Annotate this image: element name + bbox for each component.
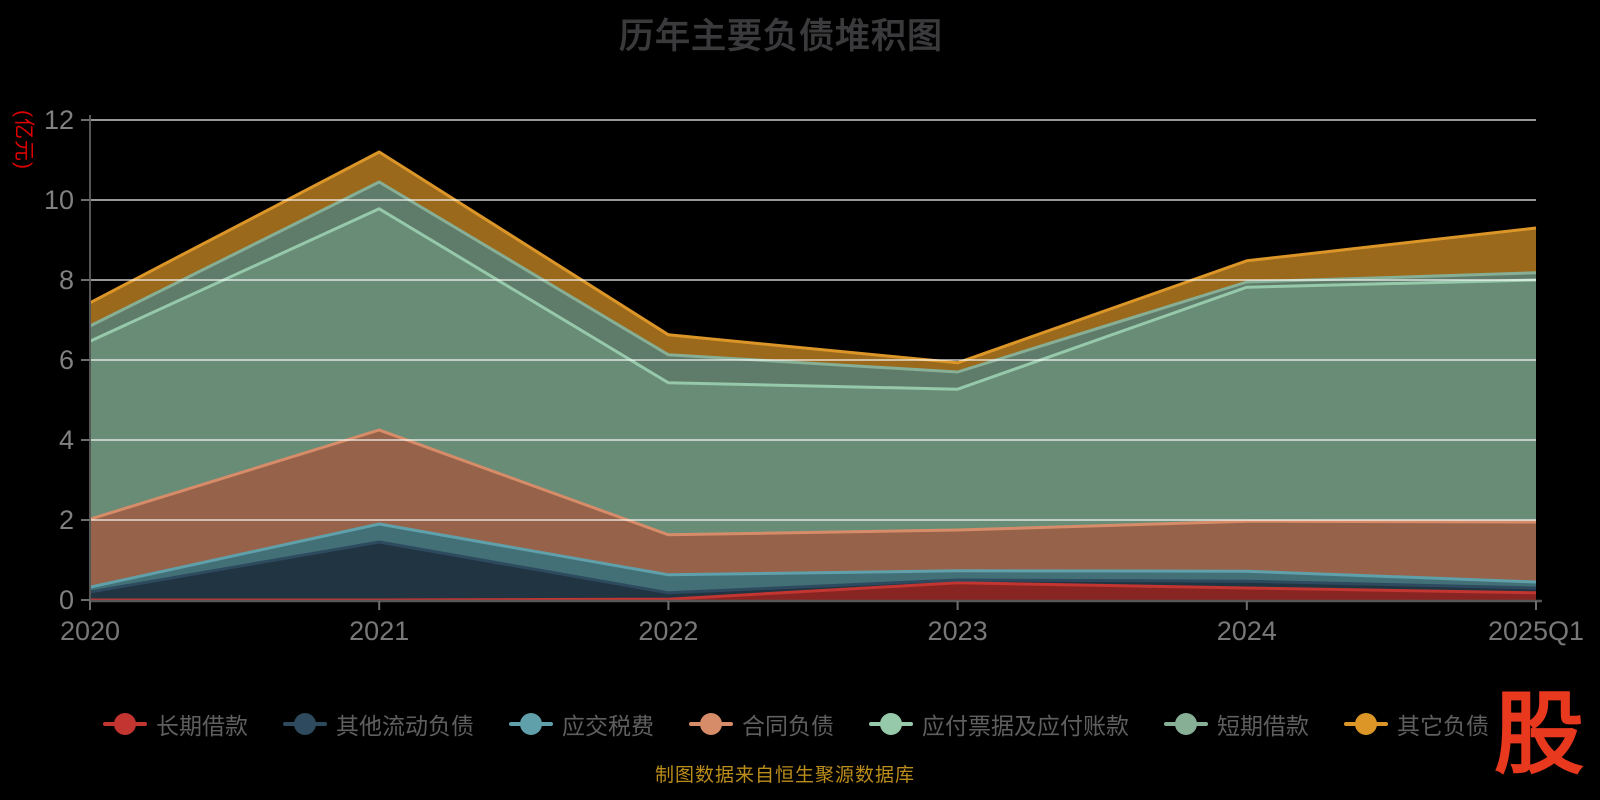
line-other-liabilities (89, 150, 1537, 365)
line-contract-liabilities (89, 428, 1537, 537)
area-taxes-payable (90, 524, 1536, 593)
legend-dot-icon (1175, 713, 1197, 735)
chart-title: 历年主要负债堆积图 (618, 17, 943, 56)
legend-item-short-term-borrowings[interactable]: 短期借款 (1164, 707, 1309, 741)
legend-marker-icon (1164, 713, 1208, 735)
legend-item-taxes-payable[interactable]: 应交税费 (509, 707, 654, 741)
legend-marker-icon (869, 713, 913, 735)
legend-item-label: 其他流动负债 (336, 713, 474, 739)
line-taxes-payable (89, 522, 1537, 589)
y-tick-label: 2 (59, 505, 74, 535)
area-other-liabilities (90, 152, 1536, 372)
line-other-current-liabilities (89, 540, 1537, 595)
line-notes-accounts-payable (89, 207, 1537, 391)
legend-item-label: 应付票据及应付账款 (922, 713, 1129, 739)
data-source-note: 制图数据来自恒生聚源数据库 (654, 765, 915, 786)
area-short-term-borrowings (90, 182, 1536, 390)
brand-logo: 股 (1494, 685, 1584, 785)
area-contract-liabilities (90, 430, 1536, 588)
legend-item-label: 合同负债 (742, 713, 834, 739)
legend: 长期借款 其他流动负债 应交税费 合同负债 应付票据及应付账款 短期借款 其它负债 (103, 707, 1489, 741)
y-tick-label: 6 (59, 345, 74, 375)
x-tick-label: 2023 (928, 616, 988, 646)
legend-marker-icon (283, 713, 327, 735)
legend-item-notes-accounts-payable[interactable]: 应付票据及应付账款 (869, 707, 1129, 741)
y-tick-label: 12 (44, 105, 74, 135)
legend-marker-icon (509, 713, 553, 735)
legend-marker-icon (103, 713, 147, 735)
x-tick-label: 2020 (60, 616, 120, 646)
legend-item-label: 短期借款 (1217, 713, 1309, 739)
stacked-area-plot: 0 2 4 6 8 10 12 2020 2021 2022 2023 2024 2025Q1 (44, 105, 1584, 646)
area-notes-accounts-payable (90, 208, 1536, 535)
legend-dot-icon (880, 713, 902, 735)
legend-item-label: 应交税费 (562, 713, 654, 739)
legend-dot-icon (700, 713, 722, 735)
legend-dot-icon (294, 713, 316, 735)
x-tick-label: 2022 (638, 616, 698, 646)
legend-item-label: 其它负债 (1397, 713, 1489, 739)
x-tick-label: 2021 (349, 616, 409, 646)
legend-dot-icon (1355, 713, 1377, 735)
y-axis-unit-label: (亿元) (12, 110, 35, 170)
legend-item-other-liabilities[interactable]: 其它负债 (1344, 707, 1489, 741)
x-tick-label: 2024 (1217, 616, 1277, 646)
legend-marker-icon (1344, 713, 1388, 735)
y-tick-label: 0 (59, 585, 74, 615)
legend-item-label: 长期借款 (156, 713, 248, 739)
legend-item-contract-liabilities[interactable]: 合同负债 (689, 707, 834, 741)
legend-dot-icon (114, 713, 136, 735)
legend-item-long-term-borrowings[interactable]: 长期借款 (103, 707, 248, 741)
y-tick-label: 10 (44, 185, 74, 215)
y-tick-label: 4 (59, 425, 74, 455)
y-tick-label: 8 (59, 265, 74, 295)
legend-item-other-current-liabilities[interactable]: 其他流动负债 (283, 707, 474, 741)
legend-marker-icon (689, 713, 733, 735)
legend-dot-icon (520, 713, 542, 735)
x-tick-label: 2025Q1 (1488, 616, 1584, 646)
